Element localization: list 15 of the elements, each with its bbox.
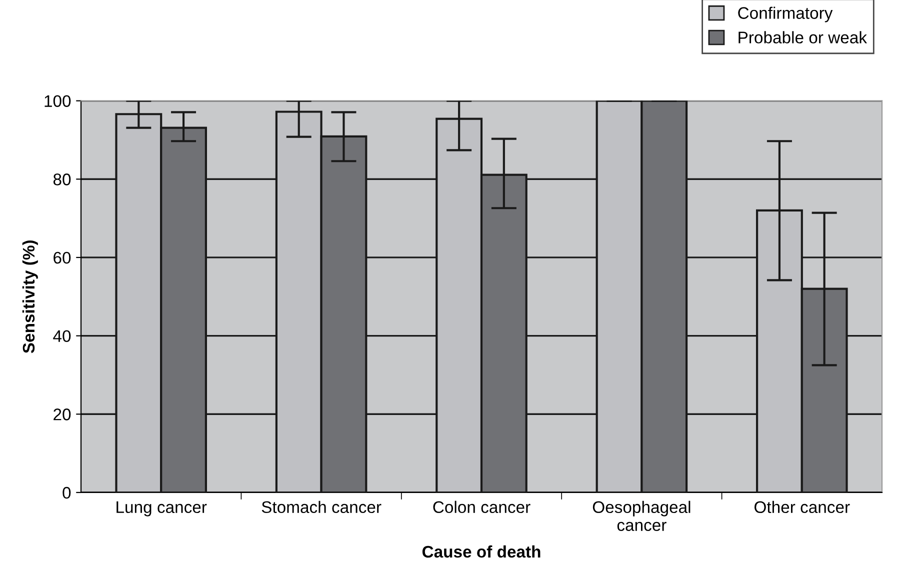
x-tick-label: Colon cancer	[433, 500, 530, 514]
y-tick-label: 20	[54, 408, 71, 420]
y-tick-label: 80	[53, 174, 71, 186]
x-tick-label: Stomach cancer	[262, 500, 382, 514]
y-tick-label: 40	[53, 330, 71, 342]
x-tick-label: Other cancer	[754, 500, 850, 514]
x-tick-label: Oesophageal cancer	[592, 500, 690, 532]
x-axis-title: Cause of death	[422, 545, 540, 558]
x-tick-label: Lung cancer	[116, 501, 207, 516]
legend-label: Probable or weak	[738, 31, 868, 44]
y-tick-label: 60	[54, 252, 71, 264]
y-axis-title: Sensitivity (%)	[22, 240, 38, 354]
y-tick-label: 100	[44, 95, 71, 108]
y-tick-label: 0	[62, 486, 71, 499]
legend-label: Confirmatory	[738, 6, 833, 22]
